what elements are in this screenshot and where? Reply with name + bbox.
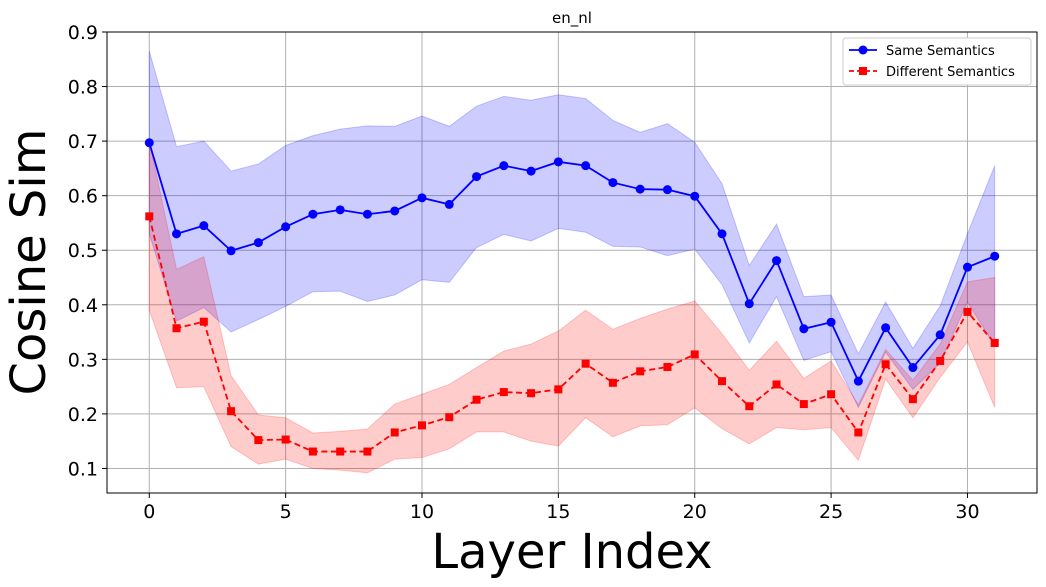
grid-lines: [107, 31, 1037, 493]
point-different: [308, 447, 317, 456]
x-tick-label: 0: [143, 501, 155, 523]
point-different: [936, 356, 945, 365]
y-tick-label: 0.8: [68, 77, 98, 99]
plot-background: [107, 32, 1037, 493]
point-same: [226, 246, 236, 256]
x-tick-label: 5: [280, 501, 292, 523]
point-same: [635, 184, 645, 194]
plot-frame: [106, 31, 1038, 494]
point-same: [881, 323, 891, 333]
point-same: [690, 191, 700, 201]
y-tick-label: 0.2: [68, 404, 98, 426]
point-different: [172, 324, 181, 333]
x-axis-ticks: 0 5 10 15 20 25 30: [143, 493, 980, 523]
point-same: [717, 229, 727, 239]
point-different: [445, 413, 454, 422]
point-different: [336, 447, 345, 456]
point-same: [499, 161, 509, 171]
point-different: [145, 212, 154, 221]
point-same: [799, 324, 809, 334]
point-same: [553, 157, 563, 167]
x-tick-label: 15: [546, 501, 570, 523]
point-same: [581, 161, 591, 171]
y-axis-label: Cosine Sim: [1, 129, 57, 396]
point-same: [172, 229, 182, 239]
point-same: [417, 193, 427, 203]
point-different: [418, 421, 426, 430]
point-same: [308, 209, 318, 219]
series-line-same: [148, 142, 996, 384]
y-tick-label: 0.1: [68, 458, 98, 480]
point-same: [608, 178, 618, 188]
point-different: [199, 317, 208, 326]
y-tick-label: 0.4: [68, 295, 98, 317]
y-tick-label: 0.3: [68, 349, 98, 371]
point-different: [908, 395, 917, 404]
point-different: [499, 388, 508, 397]
y-tick-label: 0.9: [68, 22, 98, 44]
legend-label-same-semantics: Same Semantics: [886, 44, 995, 59]
point-different: [254, 436, 263, 445]
point-different: [390, 428, 399, 437]
y-tick-label: 0.5: [68, 240, 98, 262]
point-different: [718, 377, 726, 386]
point-different: [799, 400, 808, 409]
point-different: [227, 407, 236, 416]
point-same: [253, 238, 263, 248]
x-tick-label: 20: [683, 501, 707, 523]
point-different: [690, 350, 699, 359]
legend-label-different-semantics: Different Semantics: [886, 65, 1015, 80]
legend-swatch-marker-same: [858, 45, 868, 55]
point-same: [744, 299, 754, 309]
point-different: [527, 389, 536, 398]
point-same: [990, 251, 1000, 261]
legend: Same Semantics Different Semantics: [842, 37, 1032, 86]
series-lines: [148, 142, 996, 453]
x-tick-label: 10: [410, 501, 434, 523]
point-different: [745, 402, 754, 411]
point-same: [444, 199, 454, 209]
point-different: [854, 428, 863, 437]
y-tick-label: 0.6: [68, 186, 98, 208]
x-axis-label: Layer Index: [431, 524, 712, 580]
point-different: [608, 378, 617, 387]
point-same: [826, 317, 836, 327]
point-different: [472, 395, 481, 404]
point-same: [335, 205, 345, 215]
point-different: [827, 390, 836, 399]
x-tick-label: 30: [955, 501, 979, 523]
point-different: [772, 380, 781, 389]
point-different: [281, 435, 290, 444]
chart-title: en_nl: [552, 9, 592, 28]
legend-swatch-marker-different: [859, 67, 867, 75]
point-same: [199, 221, 209, 231]
point-different: [554, 385, 563, 394]
legend-box: [842, 37, 1032, 86]
point-same: [662, 185, 672, 195]
point-same: [472, 172, 482, 182]
point-different: [663, 362, 672, 371]
point-different: [963, 307, 972, 316]
point-different: [363, 447, 372, 456]
point-different: [990, 338, 999, 347]
point-same: [390, 206, 400, 216]
point-same: [362, 209, 372, 219]
y-axis-ticks: 0.1 0.2 0.3 0.4 0.5 0.6 0.7 0.8 0.9: [68, 22, 107, 480]
point-same: [772, 256, 782, 266]
series-markers: [144, 138, 1000, 456]
x-tick-label: 25: [819, 501, 843, 523]
point-same: [526, 166, 536, 176]
point-different: [881, 360, 890, 369]
point-same: [144, 138, 154, 148]
point-same: [962, 262, 972, 272]
series-line-different: [148, 216, 996, 453]
y-tick-label: 0.7: [68, 131, 98, 153]
point-same: [908, 363, 918, 373]
point-same: [281, 222, 291, 232]
point-different: [636, 367, 645, 376]
point-same: [853, 376, 863, 386]
point-different: [581, 359, 590, 368]
point-same: [935, 330, 945, 340]
